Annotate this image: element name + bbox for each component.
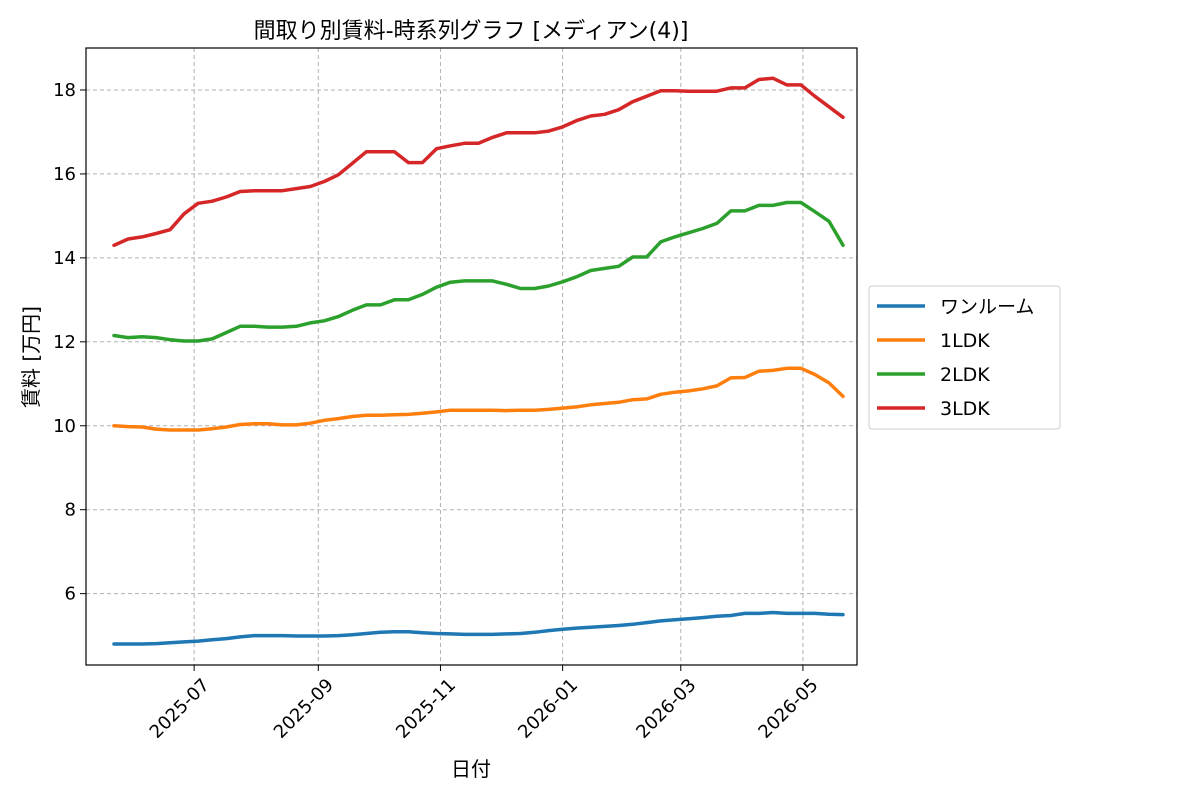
x-tick-label: 2026-01 bbox=[514, 675, 582, 743]
y-tick-label: 6 bbox=[65, 584, 76, 605]
series-line bbox=[112, 76, 845, 248]
legend: ワンルーム 1LDK 2LDK 3LDK bbox=[868, 285, 1061, 430]
x-tick-label: 2026-03 bbox=[632, 675, 700, 743]
series-line bbox=[112, 200, 845, 343]
y-tick-label: 14 bbox=[53, 248, 76, 269]
y-tick-label: 18 bbox=[53, 80, 76, 101]
x-axis: 2025-07 2025-09 2025-11 2026-01 2026-03 2026-… bbox=[146, 665, 823, 743]
y-tick-label: 10 bbox=[53, 416, 76, 437]
series-line bbox=[112, 366, 845, 432]
series-lines bbox=[112, 76, 845, 646]
y-tick-label: 8 bbox=[65, 500, 76, 521]
x-axis-label: 日付 bbox=[451, 757, 491, 781]
legend-label: 1LDK bbox=[940, 330, 990, 352]
legend-box bbox=[868, 285, 1061, 430]
x-tick-label: 2025-09 bbox=[270, 675, 338, 743]
y-axis-label: 賃料 [万円] bbox=[19, 306, 43, 408]
chart-title: 間取り別賃料-時系列グラフ [メディアン(4)] bbox=[254, 19, 689, 44]
series-line bbox=[112, 610, 845, 646]
legend-label: 3LDK bbox=[940, 398, 990, 420]
legend-label: 2LDK bbox=[940, 364, 990, 386]
y-tick-label: 12 bbox=[53, 332, 76, 353]
gridlines bbox=[86, 48, 857, 665]
y-axis: 6 8 10 12 14 16 18 bbox=[53, 80, 86, 605]
plot-frame bbox=[85, 47, 858, 666]
y-tick-label: 16 bbox=[53, 164, 76, 185]
x-tick-label: 2026-05 bbox=[754, 675, 822, 743]
x-tick-label: 2025-07 bbox=[146, 675, 214, 743]
x-tick-label: 2025-11 bbox=[392, 675, 460, 743]
legend-label: ワンルーム bbox=[940, 296, 1034, 318]
